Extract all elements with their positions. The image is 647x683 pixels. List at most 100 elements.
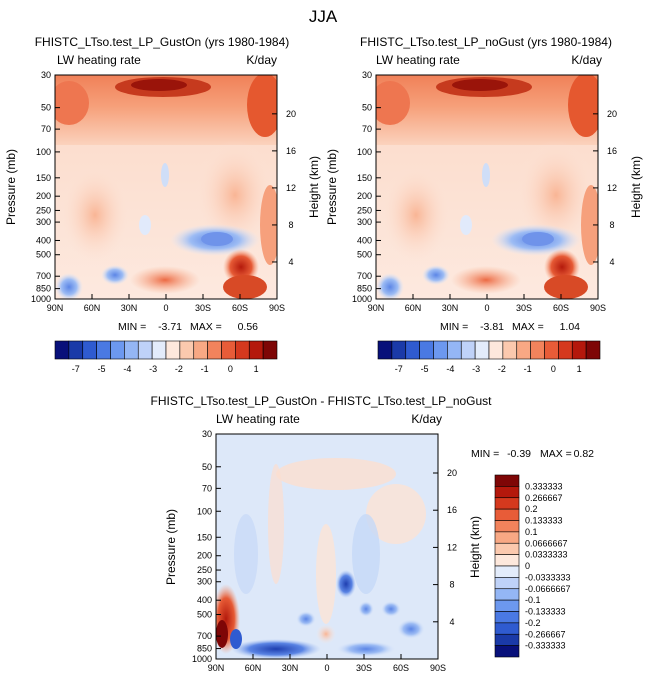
colorbar-swatch [262, 340, 278, 360]
min-label: MIN = [471, 448, 499, 460]
x-tick-label: 60N [405, 303, 422, 313]
y-tick-label: 250 [197, 565, 212, 575]
colorbar-swatch [419, 340, 434, 360]
min-value: -0.39 [507, 448, 531, 460]
colorbar-label: 1 [577, 364, 582, 374]
min-value: -3.81 [480, 321, 504, 333]
colorbar-label: -0.133333 [525, 607, 566, 617]
y-tick-label: 100 [357, 147, 372, 157]
colorbar-label: -4 [446, 364, 454, 374]
x-tick-label: 90N [368, 303, 385, 313]
colorbar-label: -0.266667 [525, 629, 566, 639]
y-tick-label: 30 [41, 70, 51, 80]
x-tick-label: 60N [84, 303, 101, 313]
max-label: MAX = [512, 321, 544, 333]
y-tick-label: 150 [357, 173, 372, 183]
colorbar-swatch [494, 611, 520, 624]
colorbar-label: 0 [525, 561, 530, 571]
colorbar-swatch [494, 565, 520, 578]
colorbar-label: -0.2 [525, 618, 541, 628]
colorbar-swatch [207, 340, 222, 360]
colorbar-swatch [502, 340, 518, 360]
colorbar-swatch [488, 340, 504, 360]
colorbar-label: -7 [395, 364, 403, 374]
colorbar-swatch [530, 340, 545, 360]
colorbar-label: -0.1 [525, 595, 541, 605]
y-tick-label: 700 [36, 271, 51, 281]
colorbar-label: -0.0333333 [525, 572, 571, 582]
colorbar-swatch [494, 508, 520, 521]
units-label: K/day [246, 53, 277, 67]
y-tick-label: 1000 [31, 294, 51, 304]
max-value: 0.82 [574, 448, 595, 460]
colorbar-label: 0 [551, 364, 556, 374]
colorbar-left: -7 -5 -4 -3 -2 -1 0 1 [54, 340, 278, 374]
colorbar-swatch [110, 340, 125, 360]
height-tick-label: 16 [607, 146, 617, 156]
min-value: -3.71 [158, 321, 182, 333]
y-tick-label: 150 [197, 532, 212, 542]
colorbar-swatch [137, 340, 153, 360]
y-tick-label: 850 [36, 284, 51, 294]
x-tick-label: 90N [47, 303, 64, 313]
colorbar-swatch [221, 340, 236, 360]
colorbar-label: -2 [498, 364, 506, 374]
colorbar-label: -1 [524, 364, 532, 374]
axes: 90N 60N 30N 0 30S 60S 90S 30 50 70 100 150 200 250 300… [192, 429, 457, 673]
height-tick-label: 16 [447, 505, 457, 515]
colorbar-swatch [405, 340, 420, 360]
y-tick-label: 700 [357, 271, 372, 281]
y-tick-label: 100 [36, 147, 51, 157]
y-tick-label: 850 [357, 284, 372, 294]
x-tick-label: 90S [590, 303, 606, 313]
colorbar-swatch [474, 340, 490, 360]
y-tick-label: 150 [36, 173, 51, 183]
y-axis-title: Pressure (mb) [164, 509, 178, 585]
y-tick-label: 1000 [192, 654, 212, 664]
colorbar-swatch [494, 531, 520, 544]
colorbar-swatch [571, 340, 587, 360]
x-tick-label: 90N [208, 663, 225, 673]
height-tick-label: 8 [609, 220, 614, 230]
min-label: MIN = [440, 321, 468, 333]
y-axis-title: Pressure (mb) [325, 149, 339, 225]
colorbar-label: -4 [123, 364, 131, 374]
y-tick-label: 250 [36, 205, 51, 215]
panel-gust-on: FHISTC_LTso.test_LP_GustOn (yrs 1980-198… [4, 35, 321, 333]
colorbar-label: 0.1 [525, 527, 538, 537]
colorbar-swatch [377, 340, 393, 360]
colorbar-label: -0.0666667 [525, 584, 571, 594]
height-tick-label: 20 [286, 109, 296, 119]
colorbar-label: 0.333333 [525, 481, 563, 491]
y-tick-label: 250 [357, 205, 372, 215]
colorbar-swatch [494, 486, 520, 499]
x-tick-label: 60S [553, 303, 569, 313]
colorbar-right: -7 -5 -4 -3 -2 -1 0 1 [377, 340, 601, 374]
y-tick-label: 700 [197, 631, 212, 641]
variable-label: LW heating rate [57, 53, 141, 67]
colorbar-swatch [124, 340, 139, 360]
heatmap-field [376, 75, 598, 299]
colorbar-swatch [96, 340, 111, 360]
heatmap-field [55, 75, 277, 299]
units-label: K/day [571, 53, 602, 67]
max-value: 0.56 [238, 321, 259, 333]
colorbar-swatch [460, 340, 476, 360]
max-label: MAX = [540, 448, 572, 460]
y-tick-label: 50 [41, 103, 51, 113]
x-tick-label: 0 [324, 663, 329, 673]
colorbar-swatch [516, 340, 531, 360]
y-tick-label: 400 [197, 595, 212, 605]
panel-title: FHISTC_LTso.test_LP_noGust (yrs 1980-198… [360, 35, 612, 49]
colorbar-swatch [82, 340, 97, 360]
y-tick-label: 300 [36, 217, 51, 227]
colorbar-swatch [179, 340, 195, 360]
colorbar-swatch [193, 340, 208, 360]
colorbar-swatch [248, 340, 264, 360]
height-tick-label: 12 [286, 183, 296, 193]
colorbar-label: 0.133333 [525, 516, 563, 526]
y-axis-title-right: Height (km) [629, 156, 643, 218]
colorbar-swatch [494, 588, 520, 601]
colorbar-swatch [494, 599, 520, 612]
